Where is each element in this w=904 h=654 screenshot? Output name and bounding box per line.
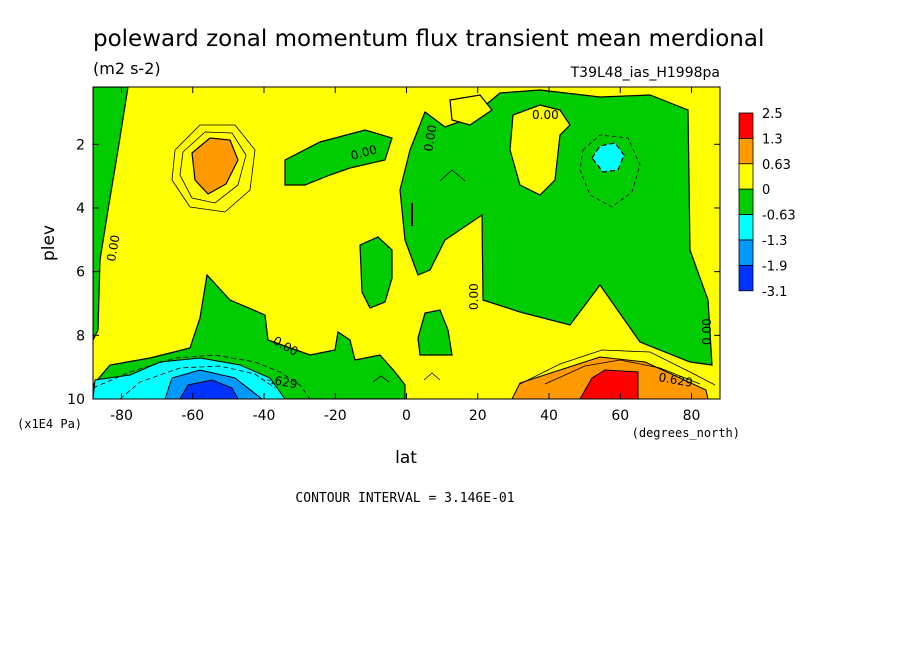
x-axis-label: lat [395, 448, 417, 468]
colorbar-label: 1.3 [762, 132, 783, 147]
contour-field [93, 87, 720, 399]
x-tick-label: -40 [253, 408, 276, 424]
colorbar: 2.5 1.3 0.63 0 -0.63 -1.3 -1.9 -3.1 [738, 107, 796, 300]
contour-label: -.629 [265, 372, 298, 391]
colorbar-swatch [738, 112, 754, 139]
colorbar-label: -3.1 [762, 285, 787, 300]
run-label: T39L48_ias_H1998pa [570, 65, 720, 81]
cyan-blob-upper-north [591, 142, 625, 173]
contour-label: 0.629 [657, 370, 693, 390]
colorbar-swatch [738, 188, 754, 215]
colorbar-swatch [738, 239, 754, 266]
x-tick-label: -20 [324, 408, 347, 424]
x-tick-label: 40 [540, 408, 558, 424]
colorbar-label: 2.5 [762, 107, 783, 122]
colorbar-label: 0 [762, 183, 770, 198]
x-axis: -80 -60 -40 -20 0 20 40 60 80 [110, 87, 700, 424]
contour-label: 0.00 [104, 234, 122, 263]
contour-label: 0.00 [532, 108, 559, 122]
colorbar-swatch [738, 163, 754, 190]
orange-blob-upper-south [191, 137, 239, 195]
y-axis-label: plev [39, 225, 59, 261]
contour-interval: CONTOUR INTERVAL = 3.146E-01 [295, 491, 514, 506]
colorbar-label: -1.9 [762, 259, 787, 274]
colorbar-swatch [738, 137, 754, 165]
negative-contour-1 [579, 134, 641, 208]
colorbar-label: -0.63 [762, 209, 796, 224]
x-tick-label: 80 [683, 408, 701, 424]
small-contour-3 [439, 169, 466, 182]
x-tick-label: -80 [110, 408, 133, 424]
small-contour-2 [372, 375, 390, 383]
contour-label: 0.00 [349, 142, 378, 162]
green-region-upper-west [93, 87, 129, 341]
positive-contour-1 [171, 124, 256, 213]
colorbar-swatch [738, 264, 754, 292]
contour-label: 0.00 [700, 318, 714, 345]
positive-contour-north-2 [544, 359, 701, 385]
red-region-north [579, 369, 639, 399]
colorbar-swatch [738, 214, 754, 241]
colorbar-label: 0.63 [762, 158, 791, 173]
x-tick-label: 20 [469, 408, 487, 424]
positive-contour-north-1 [519, 349, 716, 386]
negative-contour-south-2 [119, 365, 276, 399]
negative-contour-south-1 [93, 354, 311, 399]
green-blob-equator [417, 309, 453, 356]
green-region-top-mid [284, 129, 393, 186]
contour-labels: 0.00 0.00 0.00 0.00 0.00 0.00 0.00 -.629… [104, 108, 714, 391]
yellow-hole-north-1 [509, 104, 571, 196]
y-tick-label: 6 [76, 265, 85, 281]
yellow-hole-north-2 [449, 94, 493, 126]
contour-label: 0.00 [421, 124, 439, 153]
colorbar-label: -1.3 [762, 234, 787, 249]
contour-label: 0.00 [467, 283, 481, 310]
x-axis-units: (degrees_north) [632, 426, 740, 440]
x-tick-label: 60 [611, 408, 629, 424]
green-region-north [399, 89, 713, 366]
y-tick-label: 8 [76, 328, 85, 344]
y-axis-units: (x1E4 Pa) [17, 417, 82, 431]
green-blob-mid [359, 236, 393, 309]
y-tick-label: 4 [76, 201, 85, 217]
deep-blue-region-south [179, 379, 239, 399]
x-tick-label: -60 [181, 408, 204, 424]
positive-contour-2 [179, 131, 247, 204]
chart-title: poleward zonal momentum flux transient m… [93, 26, 764, 52]
small-contour-1 [423, 372, 441, 381]
y-tick-label: 10 [67, 392, 85, 408]
y-axis: 2 4 6 8 10 [67, 137, 720, 408]
x-tick-label: 0 [402, 408, 411, 424]
chart-units: (m2 s-2) [93, 59, 161, 78]
y-tick-label: 2 [76, 137, 85, 153]
